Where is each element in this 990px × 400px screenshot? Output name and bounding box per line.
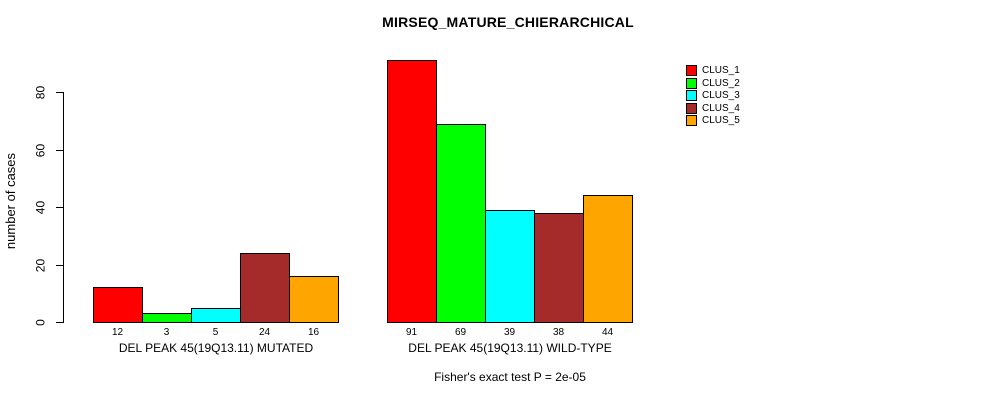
legend-item-label: CLUS_1 xyxy=(702,65,740,76)
legend-swatch-clus_2 xyxy=(686,77,697,89)
bar-clus_3-group1 xyxy=(191,308,241,323)
legend-item-label: CLUS_3 xyxy=(702,90,740,101)
legend-item-label: CLUS_4 xyxy=(702,102,740,114)
bar-value-label: 69 xyxy=(454,327,467,338)
bar-clus_2-group2 xyxy=(436,124,486,323)
bar-value-label: 38 xyxy=(552,327,565,338)
y-axis-tick-label: 80 xyxy=(33,85,48,100)
legend-swatch-clus_3 xyxy=(686,90,697,101)
bar-clus_5-group2 xyxy=(583,195,633,323)
bar-value-label: 12 xyxy=(111,327,124,338)
legend-swatch-clus_5 xyxy=(686,115,697,126)
bar-clus_3-group2 xyxy=(485,210,535,323)
bar-clus_4-group1 xyxy=(240,253,290,323)
chart-title: MIRSEQ_MATURE_CHIERARCHICAL xyxy=(382,14,634,30)
bar-value-label: 44 xyxy=(601,327,614,338)
bar-value-label: 5 xyxy=(212,327,219,338)
category-label: DEL PEAK 45(19Q13.11) MUTATED xyxy=(118,341,314,355)
category-label: DEL PEAK 45(19Q13.11) WILD-TYPE xyxy=(408,341,612,355)
y-axis-tick xyxy=(56,150,63,151)
y-axis-tick xyxy=(56,265,63,266)
y-axis-tick xyxy=(56,207,63,208)
y-axis-tick xyxy=(56,322,63,323)
bar-clus_1-group2 xyxy=(387,60,437,323)
legend-item-label: CLUS_2 xyxy=(702,77,740,89)
y-axis-tick-label: 40 xyxy=(33,200,48,215)
y-axis-label: number of cases xyxy=(3,152,18,250)
bar-clus_5-group1 xyxy=(289,276,339,323)
bar-clus_1-group1 xyxy=(93,287,143,323)
y-axis-tick-label: 20 xyxy=(33,258,48,273)
bar-value-label: 3 xyxy=(163,327,170,338)
legend-swatch-clus_1 xyxy=(686,65,697,76)
legend-item-label: CLUS_5 xyxy=(702,115,740,126)
legend-swatch-clus_4 xyxy=(686,102,697,114)
bar-clus_2-group1 xyxy=(142,313,192,323)
bar-value-label: 24 xyxy=(258,327,271,338)
bar-value-label: 91 xyxy=(405,327,418,338)
y-axis-tick-label: 60 xyxy=(33,143,48,158)
bar-value-label: 16 xyxy=(307,327,320,338)
fisher-test-caption: Fisher's exact test P = 2e-05 xyxy=(434,370,586,384)
bar-value-label: 39 xyxy=(503,327,516,338)
y-axis-tick xyxy=(56,92,63,93)
bar-clus_4-group2 xyxy=(534,213,584,323)
y-axis-tick-label: 0 xyxy=(33,319,48,326)
y-axis-line xyxy=(63,92,64,323)
